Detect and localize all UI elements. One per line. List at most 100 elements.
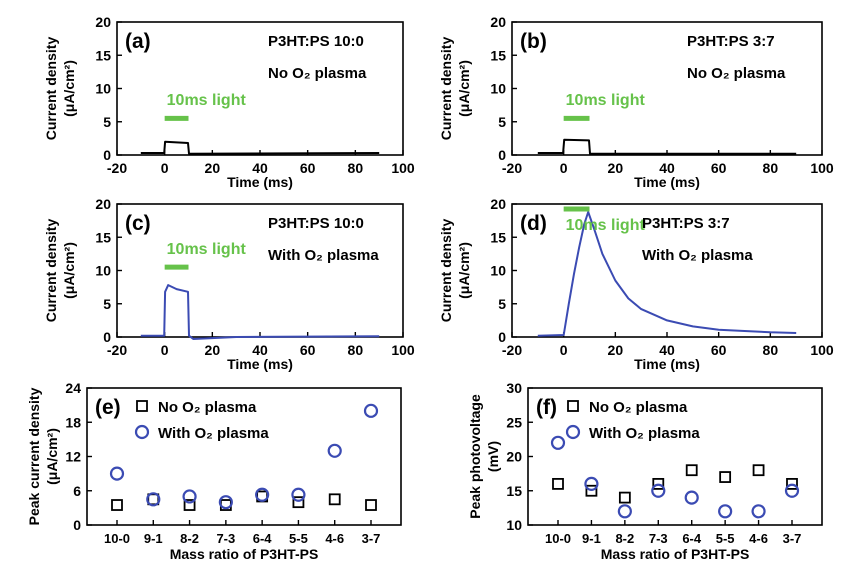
category-label: 3-7 [783,531,802,546]
x-axis-label: Mass ratio of P3HT-PS [170,546,319,562]
y-axis-label: Peak current density [26,387,42,525]
x-tick-label: 80 [348,342,364,358]
sample-composition: P3HT:PS 10:0 [268,215,364,232]
x-axis-label: Time (ms) [227,356,293,372]
y-tick-label: 0 [73,517,81,533]
category-label: 6-4 [253,531,273,546]
sample-composition: P3HT:PS 3:7 [642,215,730,232]
x-tick-label: 100 [810,160,834,176]
sample-composition: P3HT:PS 10:0 [268,33,364,50]
light-pulse-label: 10ms light [566,92,646,109]
y-tick-label: 0 [498,147,506,163]
marker-with-plasma [218,495,233,510]
y-tick-label: 10 [506,517,522,533]
marker-no-plasma [786,477,798,490]
x-tick-label: 0 [560,160,568,176]
x-axis-label: Mass ratio of P3HT-PS [601,546,750,562]
panel-label: (f) [536,396,557,419]
x-tick-label: 0 [161,342,169,358]
x-tick-label: 60 [300,342,316,358]
y-tick-label: 10 [95,263,111,279]
x-tick-label: 0 [161,160,169,176]
trace-line [140,284,380,340]
marker-no-plasma [328,493,341,506]
panel-label: (e) [95,396,121,419]
y-axis-units: (μA/cm²) [456,60,472,117]
y-tick-label: 20 [95,14,111,30]
light-pulse-label: 10ms light [167,241,247,258]
marker-with-plasma [255,487,270,502]
category-label: 8-2 [615,531,634,546]
y-tick-label: 18 [65,414,81,430]
y-tick-label: 12 [65,449,81,465]
x-tick-label: 20 [205,342,221,358]
x-tick-label: 40 [659,160,675,176]
marker-no-plasma [652,477,665,490]
y-tick-label: 10 [95,81,111,97]
marker-with-plasma [327,443,342,458]
marker-no-plasma [111,499,123,511]
x-axis-label: Time (ms) [227,174,293,190]
panel-label: (b) [520,30,547,53]
sample-composition: P3HT:PS 3:7 [687,33,775,50]
legend-entry: No O₂ plasma [589,399,688,416]
marker-no-plasma [292,496,305,509]
marker-with-plasma [363,403,379,418]
marker-with-plasma [291,487,306,502]
x-tick-label: 100 [391,160,415,176]
marker-no-plasma [365,499,377,511]
y-tick-label: 5 [103,296,111,312]
marker-no-plasma [552,477,564,490]
y-axis-units: (μA/cm²) [456,242,472,299]
x-tick-label: 100 [391,342,415,358]
y-tick-label: 20 [490,14,506,30]
light-pulse-label: 10ms light [167,92,247,109]
legend-square-icon [136,400,148,412]
y-tick-label: 15 [506,483,522,499]
legend-circle-icon [565,424,581,440]
marker-no-plasma [685,464,698,477]
y-tick-label: 20 [95,196,111,212]
y-tick-label: 10 [490,81,506,97]
panel-label: (d) [520,212,547,235]
panel-label: (a) [125,30,151,53]
marker-with-plasma [584,476,599,491]
y-axis-label: Current density [438,37,454,141]
category-label: 9-1 [582,531,601,546]
trace-line [537,138,797,155]
category-label: 8-2 [180,531,199,546]
marker-with-plasma [751,504,766,519]
legend-entry: With O₂ plasma [158,425,269,442]
trace-line [140,140,380,155]
marker-with-plasma [550,435,566,450]
plasma-condition: No O₂ plasma [268,65,367,82]
plasma-condition: No O₂ plasma [687,65,786,82]
category-label: 7-3 [649,531,668,546]
panel-e: 0 6 12 18 24 10-0 9-1 8-2 7-3 6-4 5-5 4-6 3-7 Mass ra… [26,380,402,562]
y-tick-label: 5 [498,114,506,130]
x-tick-label: 60 [300,160,316,176]
x-axis-label: Time (ms) [634,356,700,372]
x-tick-label: 80 [763,160,779,176]
y-tick-label: 0 [498,329,506,345]
marker-with-plasma [182,489,197,504]
y-tick-label: 10 [490,263,506,279]
category-label: 9-1 [144,531,163,546]
legend-square-icon [567,400,579,412]
y-axis-label: Current density [438,219,454,323]
y-tick-label: 6 [73,483,81,499]
marker-with-plasma [109,466,125,481]
category-label: 3-7 [362,531,381,546]
marker-no-plasma [752,464,765,477]
y-tick-label: 30 [506,380,522,396]
marker-with-plasma [617,504,632,519]
category-label: 10-0 [104,531,130,546]
x-tick-label: -20 [107,160,127,176]
plot-frame [511,21,823,156]
y-tick-label: 20 [490,196,506,212]
y-tick-label: 25 [506,414,522,430]
marker-no-plasma [618,491,631,504]
